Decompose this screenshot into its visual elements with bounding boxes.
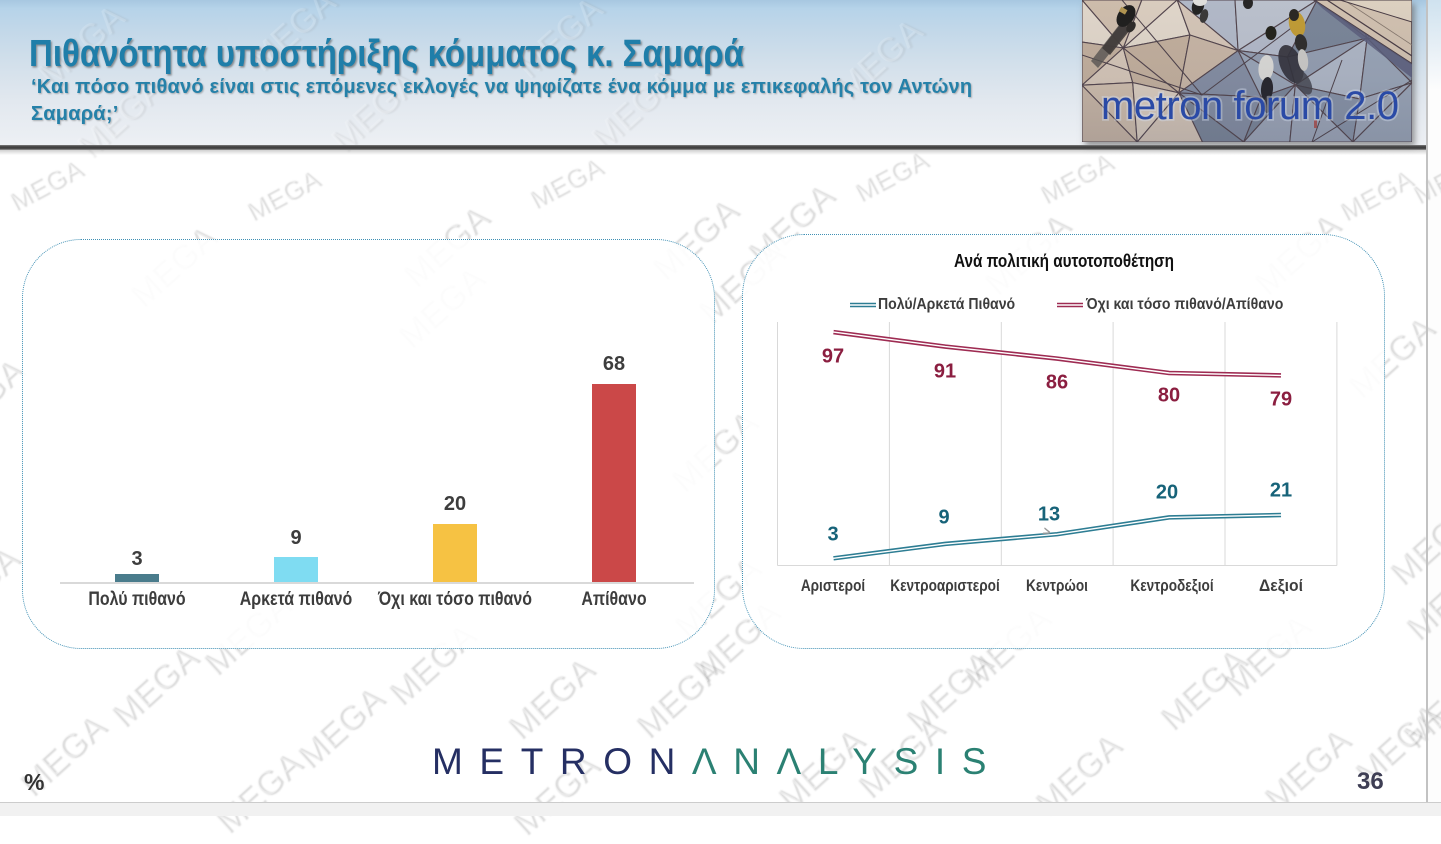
svg-text:metron forum 2.0: metron forum 2.0 — [1101, 84, 1399, 128]
